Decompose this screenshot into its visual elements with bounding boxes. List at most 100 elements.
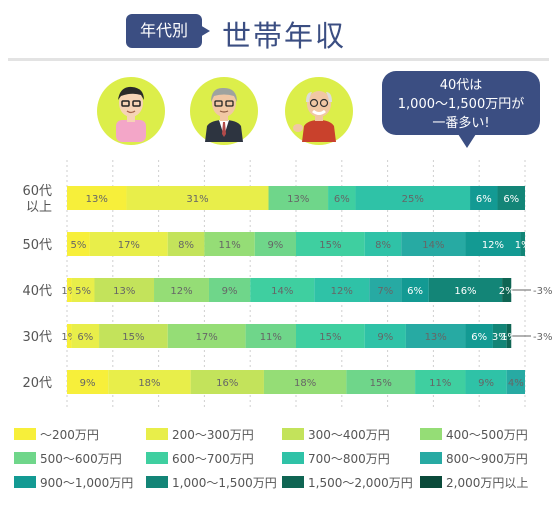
legend: ～200万円 200～300万円 300～400万円 400～500万円 500～600… xyxy=(0,418,557,510)
bar-segment xyxy=(502,278,512,302)
person-40s-icon xyxy=(190,77,258,145)
category-label: 50代 xyxy=(22,238,52,253)
bar-segment xyxy=(250,278,315,302)
data-label: 1% xyxy=(61,332,77,343)
data-label: 14% xyxy=(271,286,293,297)
legend-swatch xyxy=(420,476,442,488)
bar-segment xyxy=(254,232,296,256)
bar-segment xyxy=(328,186,356,210)
data-label: 9% xyxy=(267,240,283,251)
bar-segment xyxy=(405,324,466,348)
legend-swatch xyxy=(146,452,168,464)
category-label: 以上 xyxy=(26,200,52,215)
divider xyxy=(8,58,549,61)
category-badge: 年代別 xyxy=(126,14,202,48)
data-label: 6% xyxy=(407,286,423,297)
callout-line-2: 1,000～1,500万円が xyxy=(397,97,525,112)
data-label: 12% xyxy=(331,286,353,297)
bar-segment xyxy=(470,186,498,210)
legend-label: 1,000～1,500万円 xyxy=(172,476,277,490)
bar-segment xyxy=(89,232,168,256)
data-label: 12% xyxy=(170,286,192,297)
bar-segment xyxy=(415,370,466,394)
legend-label: 2,000万円以上 xyxy=(446,476,529,490)
data-label: 1% xyxy=(501,332,517,343)
callout-bubble: 40代は 1,000～1,500万円が 一番多い! xyxy=(382,71,540,135)
callout-pointer xyxy=(458,134,476,148)
data-label: 6% xyxy=(77,332,93,343)
category-label: 40代 xyxy=(22,284,52,299)
data-label: 13% xyxy=(425,332,447,343)
data-label: 13% xyxy=(86,194,108,205)
bar-segment xyxy=(67,186,127,210)
data-label: 8% xyxy=(375,240,391,251)
legend-swatch xyxy=(282,428,304,440)
legend-label: 200～300万円 xyxy=(172,428,254,442)
bar-segment xyxy=(492,324,507,348)
bar-segment xyxy=(71,278,95,302)
legend-swatch xyxy=(146,428,168,440)
legend-swatch xyxy=(146,476,168,488)
bar-segment xyxy=(296,324,365,348)
legend-label: 400～500万円 xyxy=(446,428,528,442)
data-label: 6% xyxy=(334,194,350,205)
callout-line-1: 40代は xyxy=(439,78,483,93)
bar-segment xyxy=(428,278,503,302)
bar-segment xyxy=(296,232,365,256)
bar-segment xyxy=(99,324,168,348)
legend-label: 700～800万円 xyxy=(308,452,390,466)
data-label: 13% xyxy=(113,286,135,297)
page-title: 世帯年収 xyxy=(222,19,347,53)
legend-label: ～200万円 xyxy=(40,428,99,442)
data-label: 6% xyxy=(503,194,519,205)
legend-label: 500～600万円 xyxy=(40,452,122,466)
data-label: 13% xyxy=(287,194,309,205)
data-label: 11% xyxy=(260,332,282,343)
data-label: 15% xyxy=(122,332,144,343)
category-label: 20代 xyxy=(22,376,52,391)
data-label: 25% xyxy=(402,194,424,205)
data-label: 4% xyxy=(508,378,524,389)
data-label: 6% xyxy=(471,332,487,343)
data-label: 5% xyxy=(75,286,91,297)
outside-data-label: -3% xyxy=(533,332,552,343)
data-label: 8% xyxy=(178,240,194,251)
legend-swatch xyxy=(420,452,442,464)
bar-segment xyxy=(364,232,402,256)
bar-segment xyxy=(126,186,269,210)
data-label: 15% xyxy=(319,240,341,251)
legend-swatch xyxy=(14,476,36,488)
data-label: 5% xyxy=(71,240,87,251)
bar-segment xyxy=(497,186,525,210)
person-elderly-icon xyxy=(285,77,353,145)
data-label: 1% xyxy=(515,240,531,251)
bar-segment xyxy=(190,370,264,394)
category-label: 30代 xyxy=(22,330,52,345)
legend-swatch xyxy=(420,428,442,440)
bar-segment xyxy=(520,232,525,256)
bar-segment xyxy=(67,232,90,256)
bar-segment xyxy=(346,370,416,394)
bar-segment xyxy=(67,278,72,302)
header: 年代別 世帯年収 xyxy=(0,0,557,64)
legend-swatch xyxy=(282,476,304,488)
data-label: 18% xyxy=(294,378,316,389)
bar-segment xyxy=(465,370,507,394)
data-label: 7% xyxy=(377,286,393,297)
data-label: 2% xyxy=(499,286,515,297)
bar-segment xyxy=(108,370,191,394)
data-label: 11% xyxy=(218,240,240,251)
data-label: 11% xyxy=(429,378,451,389)
data-label: 3% xyxy=(492,332,508,343)
bar-segment xyxy=(204,232,255,256)
category-label: 60代 xyxy=(22,184,52,199)
bar-segment xyxy=(506,324,512,348)
bar-segment xyxy=(268,186,329,210)
legend-swatch xyxy=(282,452,304,464)
legend-swatch xyxy=(14,452,36,464)
data-label: 16% xyxy=(454,286,476,297)
data-label: 17% xyxy=(196,332,218,343)
legend-label: 1,500～2,000万円 xyxy=(308,476,413,490)
bar-segment xyxy=(465,232,521,256)
